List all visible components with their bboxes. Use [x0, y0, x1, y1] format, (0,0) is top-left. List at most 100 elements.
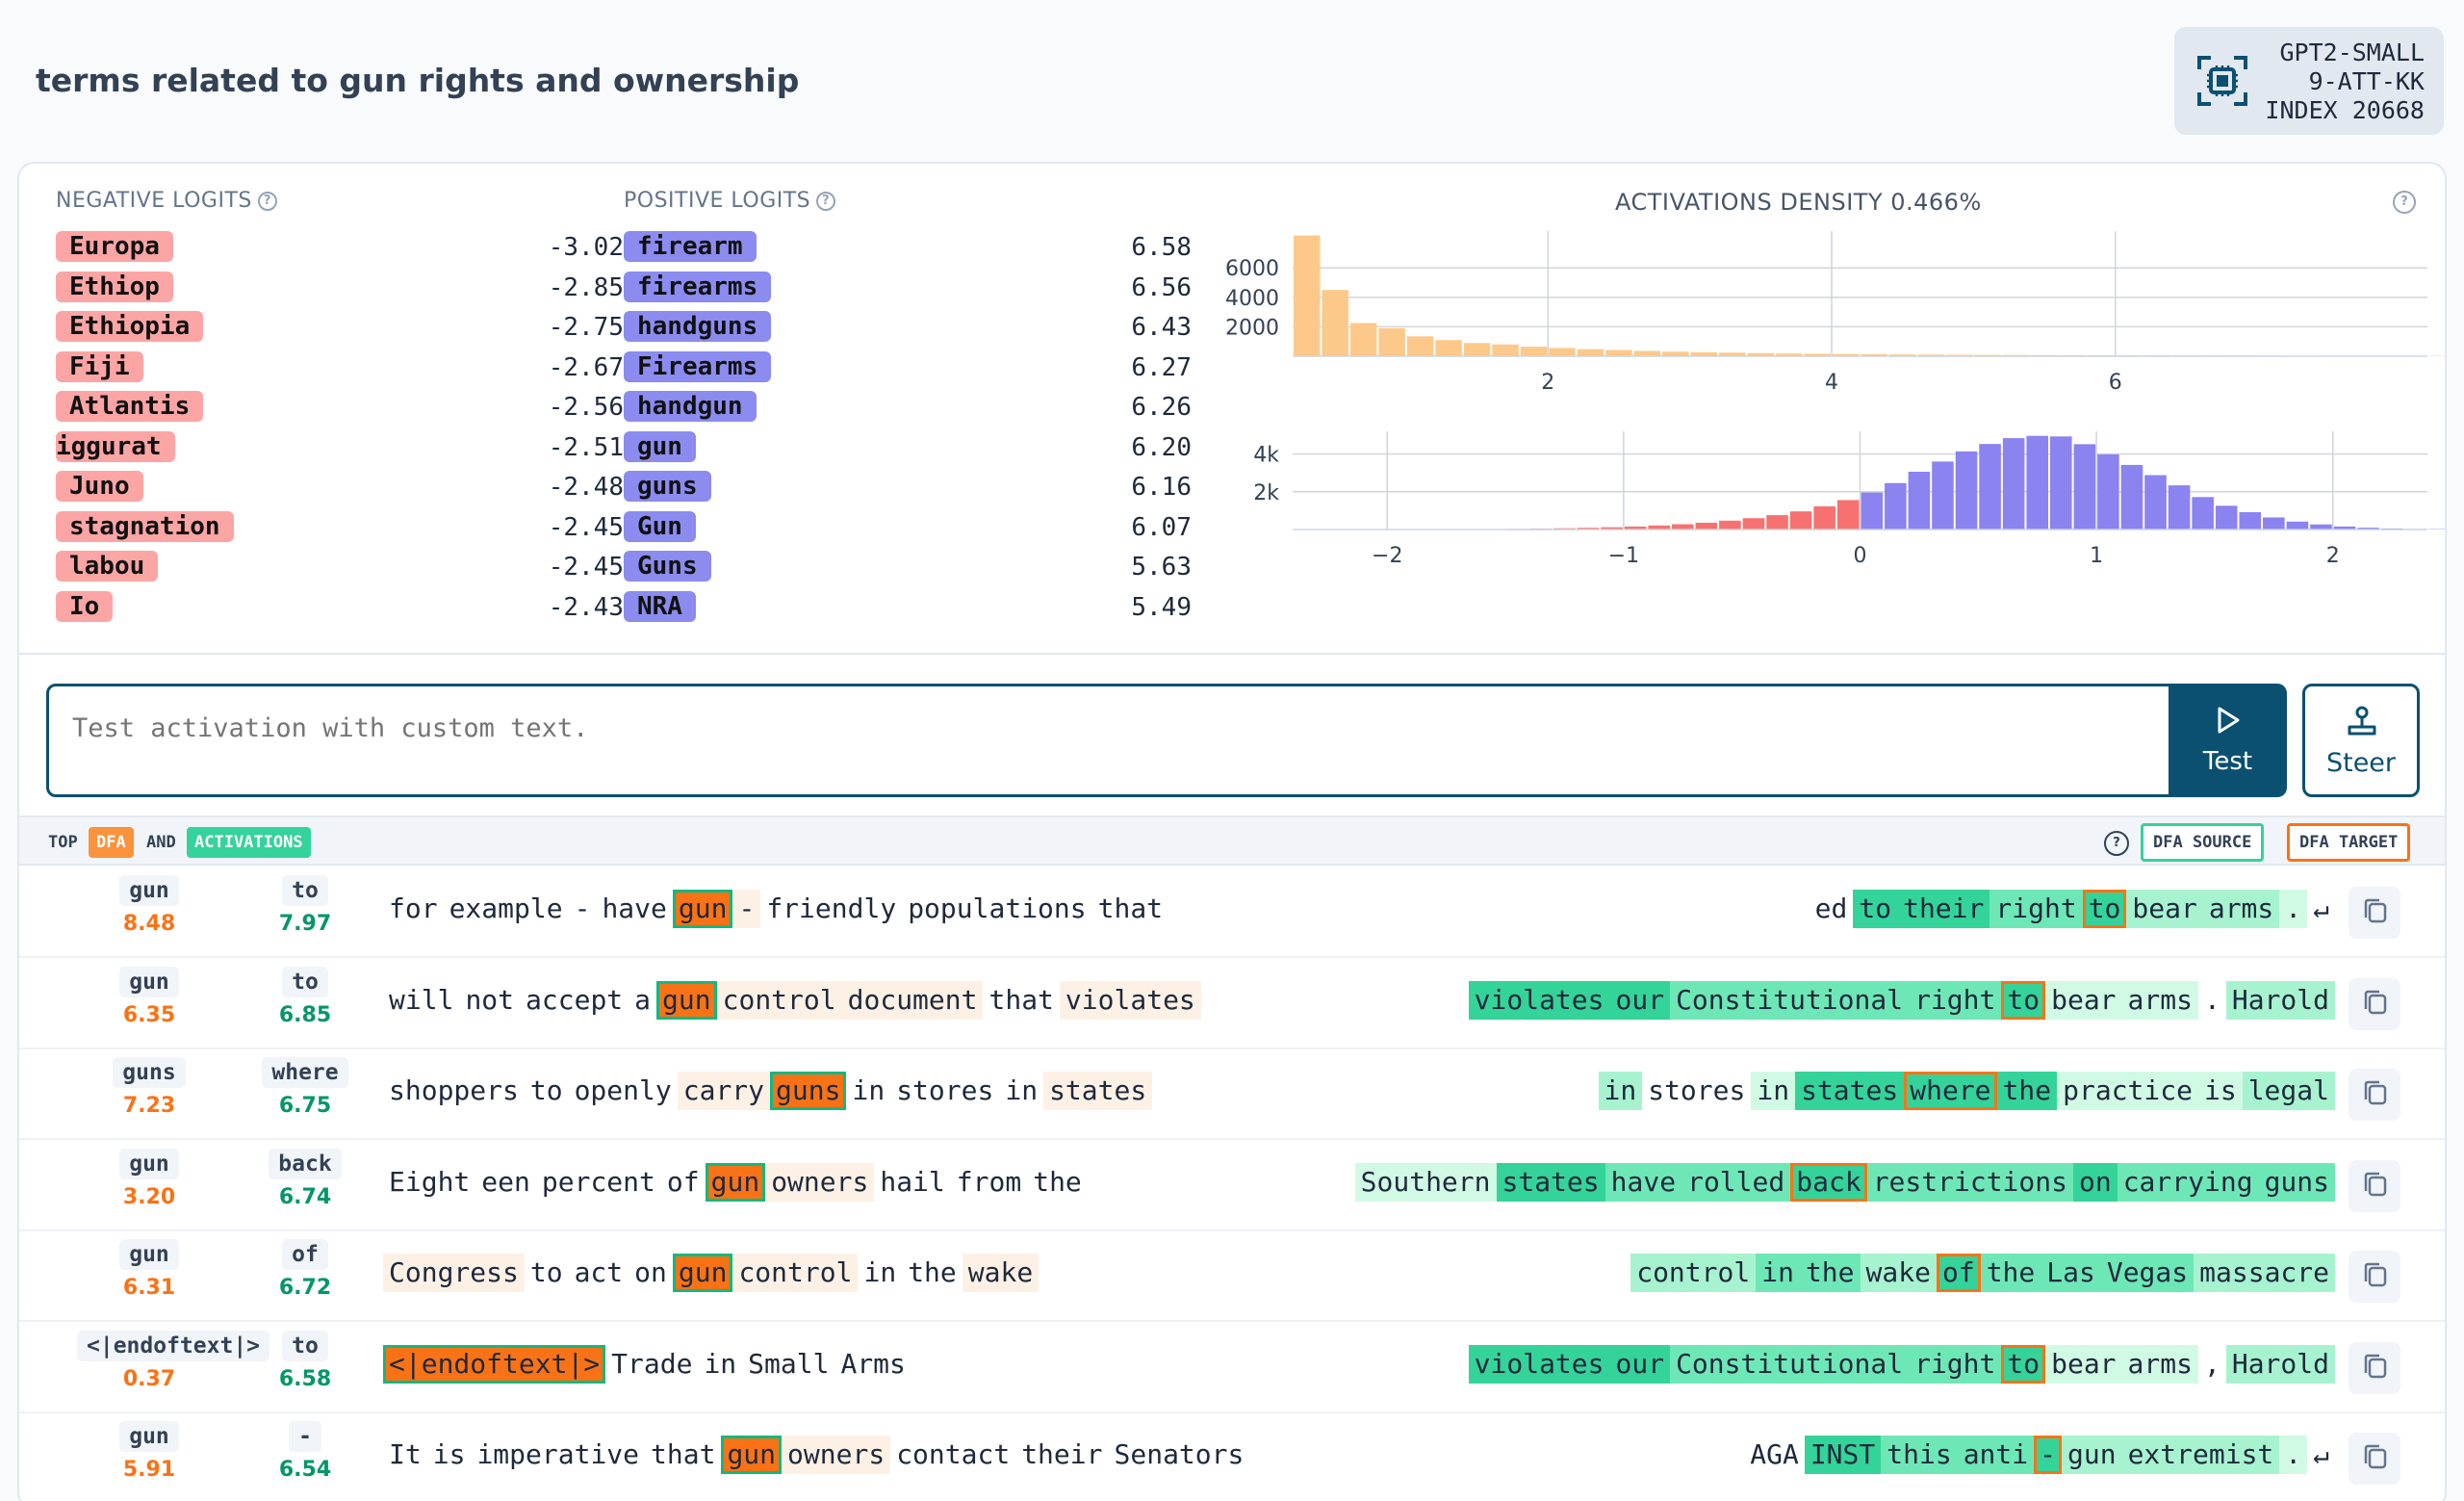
x-tick-label: 0	[1854, 544, 1867, 568]
help-icon[interactable]: ?	[257, 192, 277, 211]
positive-logits-header: POSITIVE LOGITS?	[624, 189, 836, 213]
dfa-target-stat: of 6.72	[233, 1239, 377, 1300]
token-span: gun	[672, 1254, 733, 1292]
token-span: guns	[770, 1072, 847, 1110]
histogram-bar	[1917, 354, 1944, 356]
test-button-label: Test	[2202, 747, 2253, 776]
token-span: INST	[1804, 1436, 1882, 1474]
histogram-bar	[1435, 340, 1462, 356]
source-value: 0.37	[122, 1366, 176, 1391]
logit-value: -2.45	[548, 512, 624, 542]
help-icon[interactable]: ?	[2104, 831, 2129, 856]
histogram-bar	[1520, 347, 1548, 356]
token-span: arms	[2121, 980, 2198, 1020]
copy-icon	[2364, 1262, 2387, 1287]
steer-button[interactable]: Steer	[2302, 684, 2420, 797]
token-span: the	[908, 1256, 957, 1288]
help-icon[interactable]: ?	[816, 192, 836, 211]
logit-value: 6.26	[1131, 393, 1192, 422]
target-context: violates our Constitutional right to bear arms…	[1468, 980, 2335, 1022]
token-span: restrictions	[1866, 1162, 2073, 1202]
token-span: that	[1097, 893, 1164, 924]
logit-token: Atlantis	[56, 391, 204, 422]
token-span: Constitutional	[1670, 1344, 1910, 1384]
token-span: gun	[2061, 1436, 2122, 1474]
histogram-bar	[1624, 526, 1647, 530]
activation-row: guns 7.23 where 6.75 shoppers to openly carry gu…	[19, 1049, 2445, 1140]
logit-value: 6.58	[1131, 233, 1192, 262]
target-token: to	[282, 966, 328, 997]
source-context: for example - have gun - friendly populations th…	[383, 890, 1168, 930]
token-span: Congress	[383, 1254, 525, 1292]
negative-logit-row: Ethiop -2.85	[56, 270, 624, 306]
logit-token: stagnation	[56, 510, 234, 542]
logit-token: labou	[56, 551, 159, 582]
token-span: to	[529, 1256, 563, 1288]
help-icon[interactable]: ?	[2393, 191, 2416, 214]
dfa-target-stat: to 6.85	[233, 966, 377, 1027]
copy-button[interactable]	[2348, 977, 2400, 1030]
copy-button[interactable]	[2348, 887, 2400, 939]
token-span: openly	[574, 1074, 672, 1106]
token-span: gun	[721, 1436, 783, 1474]
token-span: -	[2034, 1436, 2062, 1474]
x-tick-label: −1	[1608, 544, 1639, 568]
test-input[interactable]	[72, 713, 2142, 743]
copy-button[interactable]	[2348, 1433, 2400, 1485]
source-value: 5.91	[122, 1458, 176, 1482]
histogram-bar	[2168, 485, 2191, 530]
token-span: their	[1897, 890, 1990, 928]
feature-panel: NEGATIVE LOGITS? POSITIVE LOGITS? Europa…	[17, 162, 2447, 1501]
logit-token: guns	[624, 471, 711, 502]
logit-token: Fiji	[56, 350, 143, 382]
logit-value: -2.85	[548, 272, 624, 302]
token-span: .	[2279, 890, 2308, 928]
copy-icon	[2364, 898, 2387, 923]
negative-logit-row: Atlantis -2.56	[56, 389, 624, 426]
copy-button[interactable]	[2348, 1341, 2400, 1394]
token-span: gun	[656, 980, 717, 1020]
logit-value: 6.20	[1131, 432, 1192, 462]
test-button[interactable]: Test	[2169, 684, 2287, 797]
token-span: bear	[2045, 1344, 2122, 1384]
source-value: 6.35	[122, 1002, 176, 1027]
token-span: bear	[2045, 980, 2122, 1020]
histogram-bar	[2026, 435, 2048, 530]
token-span: not	[465, 983, 515, 1016]
y-tick-label: 4k	[1253, 444, 1279, 468]
histogram-bar	[2333, 526, 2356, 530]
token-span: Senators	[1114, 1438, 1245, 1470]
token-span: states	[1043, 1072, 1153, 1110]
token-span: to	[529, 1074, 563, 1106]
logit-value: -2.45	[548, 553, 624, 582]
play-icon	[2218, 707, 2240, 734]
token-span: the	[1033, 1165, 1082, 1198]
token-span: It	[389, 1438, 422, 1470]
source-context: Eight een percent of gun owners hail from the	[383, 1162, 1088, 1203]
x-tick-label: 4	[1825, 371, 1838, 395]
histogram-bar	[2263, 517, 2285, 530]
histogram-bar	[2073, 444, 2096, 530]
token-span: Trade	[611, 1347, 693, 1380]
copy-button[interactable]	[2348, 1251, 2400, 1303]
token-span: gun	[705, 1162, 766, 1202]
logit-token: Guns	[624, 551, 711, 582]
positive-logit-row: NRA 5.49	[624, 589, 1192, 626]
copy-button[interactable]	[2348, 1159, 2400, 1212]
token-span: Harold	[2225, 1344, 2335, 1384]
source-value: 3.20	[122, 1184, 176, 1209]
token-span: violates	[1059, 980, 1201, 1020]
histogram-bar	[1742, 518, 1765, 530]
token-span: Las	[2040, 1254, 2101, 1292]
token-span: een	[481, 1165, 530, 1198]
histogram-bar	[1932, 461, 1954, 530]
histogram-bar	[1695, 522, 1718, 530]
copy-icon	[2364, 1444, 2387, 1469]
target-token: to	[282, 1330, 328, 1361]
copy-button[interactable]	[2348, 1069, 2400, 1121]
logit-token: NRA	[624, 590, 696, 622]
histogram-bar	[2144, 475, 2167, 530]
token-span: a	[634, 983, 652, 1016]
x-tick-label: 2	[1541, 371, 1554, 395]
token-span: on	[2072, 1162, 2118, 1202]
